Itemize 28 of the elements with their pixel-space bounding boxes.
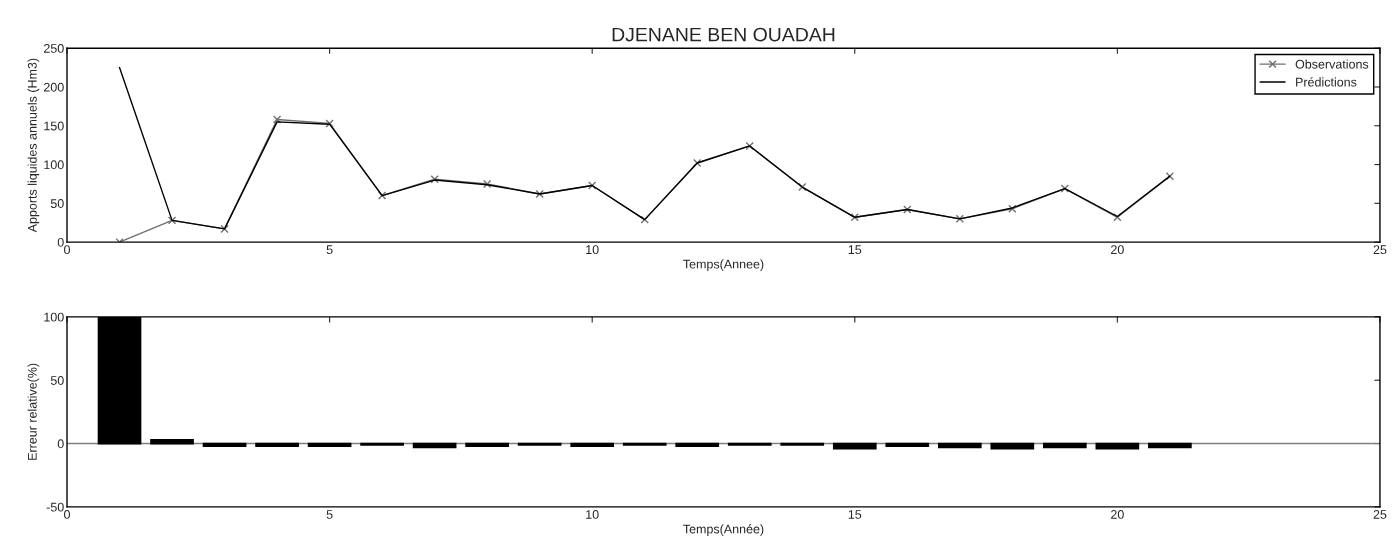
x-tick-label: 15 [848,245,862,255]
y-tick-label: 100 [44,160,64,170]
y-tick-label: 0 [57,439,64,449]
y-tick-label: -50 [46,502,64,512]
y-tick-label: 0 [57,237,64,247]
legend-label: Observations [1295,59,1369,69]
y-tick-label: 50 [50,376,64,385]
x-tick-label: 15 [848,510,862,519]
chart-title: DJENANE BEN OUADAH [612,27,835,42]
x-tick-label: 20 [1111,245,1124,255]
y-axis-title: Erreur relative(%) [27,363,40,460]
x-tick-label: 10 [586,510,599,519]
y-tick-label: 50 [50,199,64,208]
y-tick-label: 200 [44,82,64,92]
x-tick-label: 20 [1111,510,1124,519]
x-tick-label: 0 [64,510,70,519]
x-axis-title: Temps(Année) [683,524,764,536]
x-tick-label: 5 [326,245,333,255]
x-tick-label: 10 [586,245,599,255]
y-tick-label: 250 [44,44,64,53]
y-axis-title: Apports liquides annuels (Hm3) [27,58,40,233]
y-tick-label: 150 [44,121,64,131]
legend-label: Prédictions [1296,77,1357,87]
x-tick-label: 25 [1373,245,1387,255]
x-tick-label: 25 [1373,510,1387,519]
x-axis-title: Temps(Annee) [683,259,764,271]
x-tick-label: 5 [326,510,333,519]
y-tick-label: 100 [44,312,64,322]
